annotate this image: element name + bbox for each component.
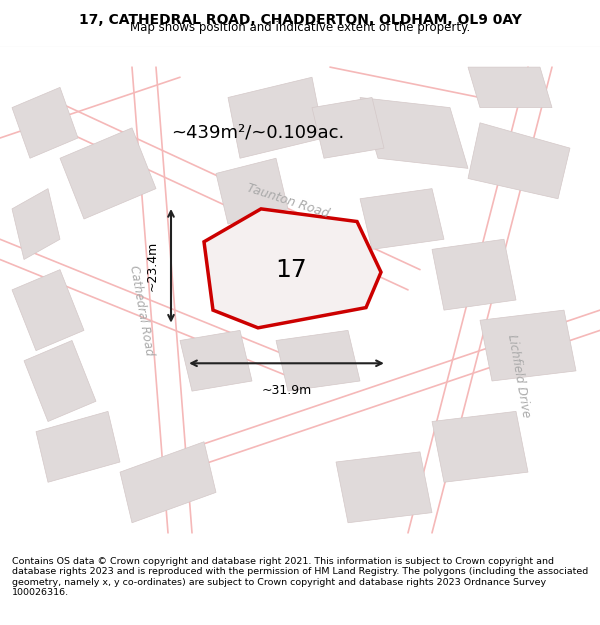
Polygon shape [12, 189, 60, 259]
Polygon shape [468, 67, 552, 108]
Polygon shape [432, 239, 516, 310]
Polygon shape [180, 331, 252, 391]
Text: Lichfield Drive: Lichfield Drive [505, 333, 533, 419]
Polygon shape [336, 452, 432, 522]
Polygon shape [360, 98, 468, 168]
Polygon shape [468, 122, 570, 199]
Text: 17, CATHEDRAL ROAD, CHADDERTON, OLDHAM, OL9 0AY: 17, CATHEDRAL ROAD, CHADDERTON, OLDHAM, … [79, 13, 521, 27]
Polygon shape [12, 88, 78, 158]
Polygon shape [216, 158, 288, 224]
Polygon shape [276, 331, 360, 391]
Polygon shape [204, 209, 381, 328]
Polygon shape [120, 442, 216, 522]
Text: ~31.9m: ~31.9m [262, 384, 311, 396]
Text: ~23.4m: ~23.4m [146, 241, 159, 291]
Polygon shape [12, 269, 84, 351]
Text: 17: 17 [275, 258, 307, 282]
Text: Taunton Road: Taunton Road [245, 182, 331, 221]
Polygon shape [228, 78, 324, 158]
Polygon shape [312, 98, 384, 158]
Text: ~439m²/~0.109ac.: ~439m²/~0.109ac. [172, 124, 344, 142]
Text: Cathedral Road: Cathedral Road [127, 264, 155, 356]
Text: Contains OS data © Crown copyright and database right 2021. This information is : Contains OS data © Crown copyright and d… [12, 557, 588, 597]
Polygon shape [480, 310, 576, 381]
Polygon shape [432, 411, 528, 482]
Polygon shape [360, 189, 444, 249]
Polygon shape [36, 411, 120, 482]
Polygon shape [60, 128, 156, 219]
Text: Map shows position and indicative extent of the property.: Map shows position and indicative extent… [130, 21, 470, 34]
Polygon shape [24, 341, 96, 421]
